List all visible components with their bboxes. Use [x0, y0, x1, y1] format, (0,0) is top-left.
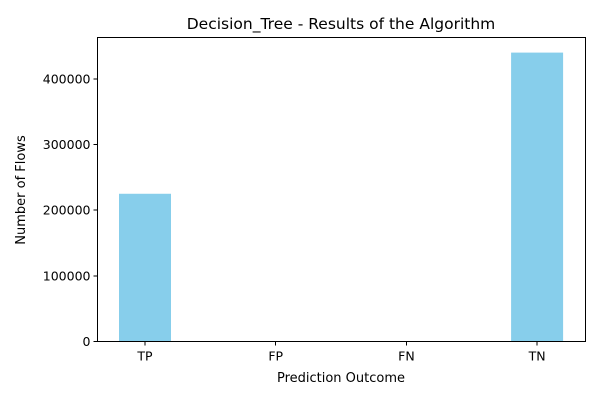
plot-frame [97, 37, 586, 342]
y-axis-label: Number of Flows [14, 135, 29, 245]
chart-title: Decision_Tree - Results of the Algorithm [187, 15, 496, 34]
x-axis-label: Prediction Outcome [277, 371, 405, 386]
bar-tp [119, 193, 171, 342]
bar-tn [511, 52, 564, 342]
x-tick-label: FN [398, 349, 415, 364]
x-tick-label: TN [528, 349, 546, 364]
bars-group [119, 52, 564, 342]
y-tick-label: 200000 [43, 203, 91, 218]
y-tick-label: 400000 [43, 71, 91, 86]
y-tick-label: 100000 [43, 268, 91, 283]
y-tick-label: 300000 [43, 137, 91, 152]
x-tick-label: TP [136, 349, 153, 364]
y-axis: 0 100000 200000 300000 400000 [43, 71, 98, 349]
y-tick-label: 0 [83, 334, 91, 349]
x-axis: TP FP FN TN [136, 341, 546, 364]
x-tick-label: FP [268, 349, 283, 364]
